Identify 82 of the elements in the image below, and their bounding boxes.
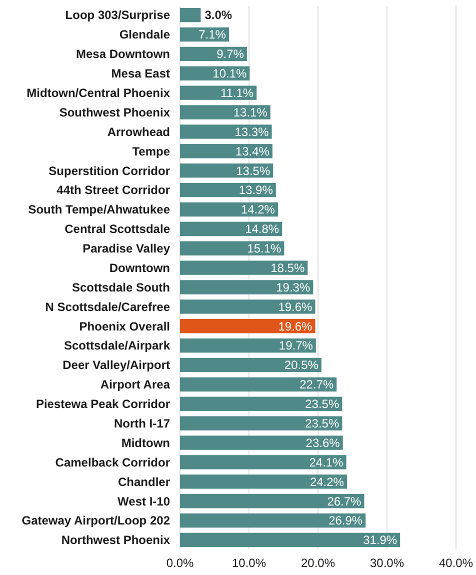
bar <box>180 86 257 100</box>
x-tick-label: 20.0% <box>300 556 336 570</box>
bar <box>180 396 342 411</box>
data-label: 19.7% <box>278 338 314 353</box>
data-label: 19.6% <box>278 319 313 334</box>
bar <box>180 241 284 256</box>
data-label: 19.3% <box>276 280 310 294</box>
y-tick-label: Mesa Downtown <box>76 47 170 62</box>
data-label: 15.1% <box>247 242 282 256</box>
x-tick-label: 10.0% <box>232 556 266 570</box>
bar <box>180 319 316 334</box>
data-label: 22.7% <box>300 378 334 392</box>
data-label: 19.6% <box>278 300 313 314</box>
bar <box>180 377 337 392</box>
data-label: 13.3% <box>234 124 270 139</box>
y-tick-label: Mesa East <box>111 66 170 81</box>
data-label: 23.5% <box>305 397 340 412</box>
bar <box>180 532 400 548</box>
y-tick-label: Central Scottsdale <box>64 222 170 236</box>
data-label: 13.1% <box>233 105 268 120</box>
data-label: 23.6% <box>306 436 340 450</box>
y-tick-label: North I-17 <box>114 416 170 431</box>
data-label: 23.5% <box>305 416 340 431</box>
x-tick-label: 0.0% <box>166 556 194 570</box>
y-tick-label: Loop 303/Surprise <box>65 8 170 22</box>
data-label: 14.2% <box>240 202 276 217</box>
y-tick-label: Southwest Phoenix <box>59 105 170 120</box>
y-tick-label: Glendale <box>119 28 170 42</box>
bar <box>180 8 201 22</box>
bar <box>180 474 347 489</box>
y-tick-label: Northwest Phoenix <box>61 533 170 548</box>
y-tick-label: Superstition Corridor <box>48 164 170 178</box>
bar <box>180 338 316 353</box>
y-tick-label: West I-10 <box>118 494 170 508</box>
y-tick-label: Chandler <box>118 474 170 489</box>
y-tick-label: Scottsdale South <box>72 280 170 294</box>
bar <box>180 358 322 372</box>
y-tick-label: Downtown <box>109 260 170 275</box>
data-label: 26.9% <box>328 514 363 528</box>
y-tick-label: Airport Area <box>100 378 170 392</box>
data-label: 13.4% <box>235 144 270 158</box>
y-tick-label: Gateway Airport/Loop 202 <box>22 514 170 528</box>
data-label: 13.5% <box>236 164 270 178</box>
bar <box>180 105 270 120</box>
y-tick-label: Deer Valley/Airport <box>62 358 170 372</box>
y-tick-label: South Tempe/Ahwatukee <box>28 202 170 217</box>
data-label: 14.8% <box>245 222 280 236</box>
data-label: 3.0% <box>204 8 232 22</box>
data-label: 9.7% <box>216 47 244 62</box>
bar <box>180 202 278 217</box>
data-label: 31.9% <box>363 533 398 548</box>
y-tick-label: Midtown/Central Phoenix <box>26 86 170 100</box>
bar <box>180 455 346 470</box>
data-label: 24.1% <box>309 455 344 470</box>
y-tick-label: Piestewa Peak Corridor <box>36 397 170 412</box>
bar <box>180 416 342 430</box>
bar <box>180 300 316 314</box>
data-label: 7.1% <box>198 28 226 42</box>
y-tick-label: Scottsdale/Airpark <box>64 338 170 353</box>
data-label: 24.2% <box>310 474 344 489</box>
bar <box>180 494 364 508</box>
bar <box>180 260 308 275</box>
y-tick-label: Tempe <box>132 144 170 158</box>
data-label: 10.1% <box>212 66 248 81</box>
bar <box>180 124 272 139</box>
bar <box>180 513 366 528</box>
bar <box>180 436 343 450</box>
data-label: 11.1% <box>220 86 254 100</box>
y-tick-label: Midtown <box>121 436 170 450</box>
y-tick-label: Arrowhead <box>107 124 170 139</box>
data-label: 20.5% <box>284 358 319 372</box>
bar <box>180 280 314 294</box>
y-tick-label: Camelback Corridor <box>55 455 170 470</box>
data-label: 13.9% <box>238 183 274 198</box>
y-tick-label: N Scottsdale/Carefree <box>45 300 170 314</box>
y-tick-label: Paradise Valley <box>82 242 170 256</box>
data-label: 18.5% <box>270 260 305 275</box>
y-tick-label: 44th Street Corridor <box>56 183 170 198</box>
x-tick-label: 40.0% <box>438 556 474 570</box>
x-tick-label: 30.0% <box>370 556 404 570</box>
y-tick-label: Phoenix Overall <box>79 319 170 334</box>
data-label: 26.7% <box>327 494 362 508</box>
